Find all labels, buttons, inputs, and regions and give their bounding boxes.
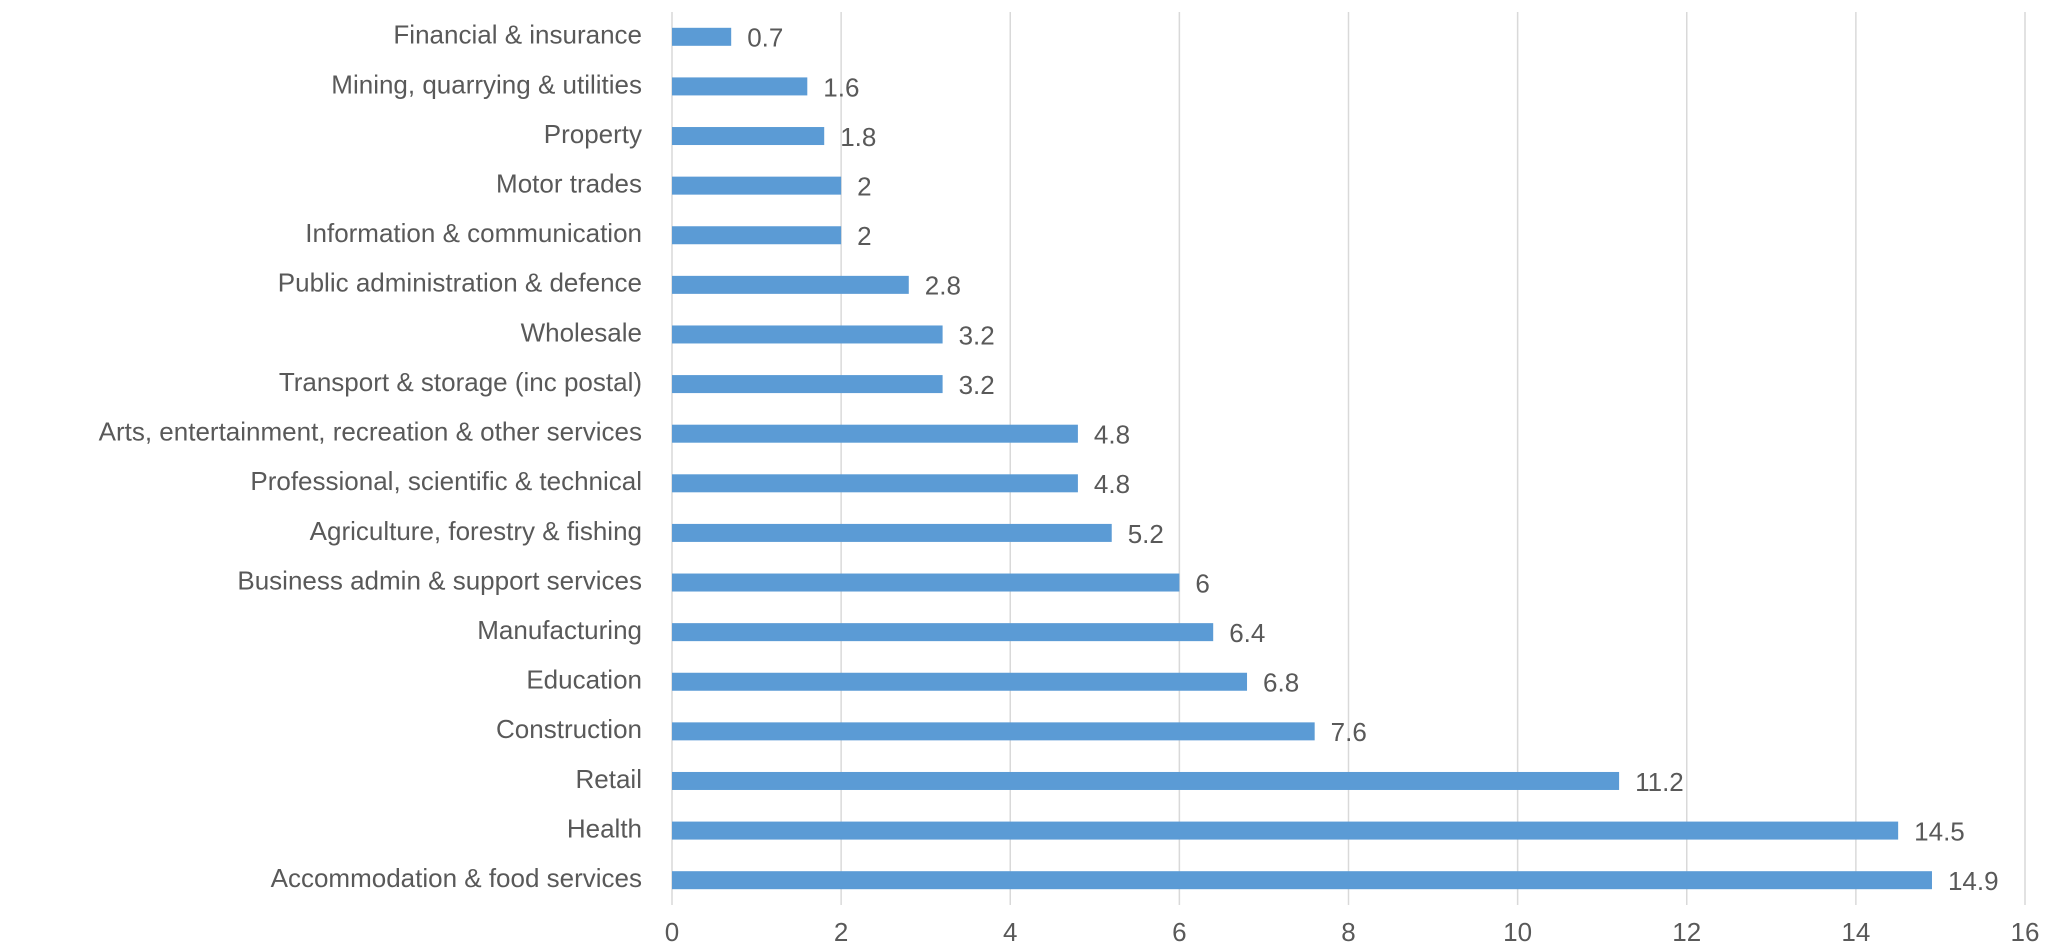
data-label: 14.5 bbox=[1914, 816, 1965, 846]
data-label: 4.8 bbox=[1094, 469, 1130, 499]
data-label: 6.8 bbox=[1263, 668, 1299, 698]
y-tick-label: Arts, entertainment, recreation & other … bbox=[99, 417, 642, 447]
y-tick-label: Manufacturing bbox=[477, 615, 642, 645]
bar bbox=[672, 672, 1248, 691]
y-tick-label: Information & communication bbox=[305, 218, 642, 248]
y-tick-label: Mining, quarrying & utilities bbox=[331, 69, 642, 99]
y-tick-label: Wholesale bbox=[521, 317, 642, 347]
bar bbox=[672, 127, 825, 146]
bar bbox=[672, 474, 1078, 493]
y-tick-label: Health bbox=[567, 813, 642, 843]
y-tick-label: Financial & insurance bbox=[393, 20, 642, 50]
data-label: 5.2 bbox=[1128, 519, 1164, 549]
x-tick-label: 12 bbox=[1672, 917, 1701, 947]
bar bbox=[672, 375, 943, 394]
data-label: 6.4 bbox=[1229, 618, 1265, 648]
y-tick-label: Professional, scientific & technical bbox=[250, 466, 642, 496]
data-label: 14.9 bbox=[1948, 866, 1999, 896]
y-tick-label: Construction bbox=[496, 714, 642, 744]
bar bbox=[672, 27, 732, 46]
bar bbox=[672, 722, 1315, 741]
x-tick-label: 0 bbox=[665, 917, 679, 947]
y-tick-label: Agriculture, forestry & fishing bbox=[310, 516, 642, 546]
data-label: 6 bbox=[1195, 568, 1209, 598]
x-tick-label: 4 bbox=[1003, 917, 1017, 947]
data-label: 11.2 bbox=[1635, 767, 1684, 797]
y-tick-label: Business admin & support services bbox=[237, 565, 642, 595]
data-label: 3.2 bbox=[959, 370, 995, 400]
bar bbox=[672, 325, 943, 344]
data-label: 1.8 bbox=[840, 122, 876, 152]
y-tick-label: Education bbox=[526, 665, 642, 695]
x-tick-label: 6 bbox=[1172, 917, 1186, 947]
bar bbox=[672, 821, 1899, 840]
y-tick-label: Retail bbox=[576, 764, 642, 794]
y-tick-label: Motor trades bbox=[496, 169, 642, 199]
x-tick-label: 10 bbox=[1503, 917, 1532, 947]
data-label: 2.8 bbox=[925, 271, 961, 301]
bar bbox=[672, 573, 1180, 592]
x-tick-label: 2 bbox=[834, 917, 848, 947]
y-tick-label: Accommodation & food services bbox=[271, 863, 642, 893]
data-label: 4.8 bbox=[1094, 420, 1130, 450]
data-label: 2 bbox=[857, 172, 871, 202]
data-label: 1.6 bbox=[823, 72, 859, 102]
x-tick-label: 8 bbox=[1341, 917, 1355, 947]
bar bbox=[672, 871, 1932, 890]
data-label: 3.2 bbox=[959, 320, 995, 350]
y-tick-label: Property bbox=[544, 119, 642, 149]
x-tick-label: 14 bbox=[1841, 917, 1870, 947]
y-tick-label: Public administration & defence bbox=[278, 268, 642, 298]
x-tick-label: 16 bbox=[2011, 917, 2040, 947]
bar bbox=[672, 424, 1078, 443]
data-label: 0.7 bbox=[747, 23, 783, 53]
data-label: 2 bbox=[857, 221, 871, 251]
bar bbox=[672, 771, 1620, 790]
y-tick-label: Transport & storage (inc postal) bbox=[279, 367, 642, 397]
bar bbox=[672, 176, 842, 195]
bar bbox=[672, 523, 1112, 542]
bar bbox=[672, 226, 842, 245]
bar bbox=[672, 275, 909, 294]
bar bbox=[672, 623, 1214, 642]
bar bbox=[672, 77, 808, 96]
data-label: 7.6 bbox=[1331, 717, 1367, 747]
